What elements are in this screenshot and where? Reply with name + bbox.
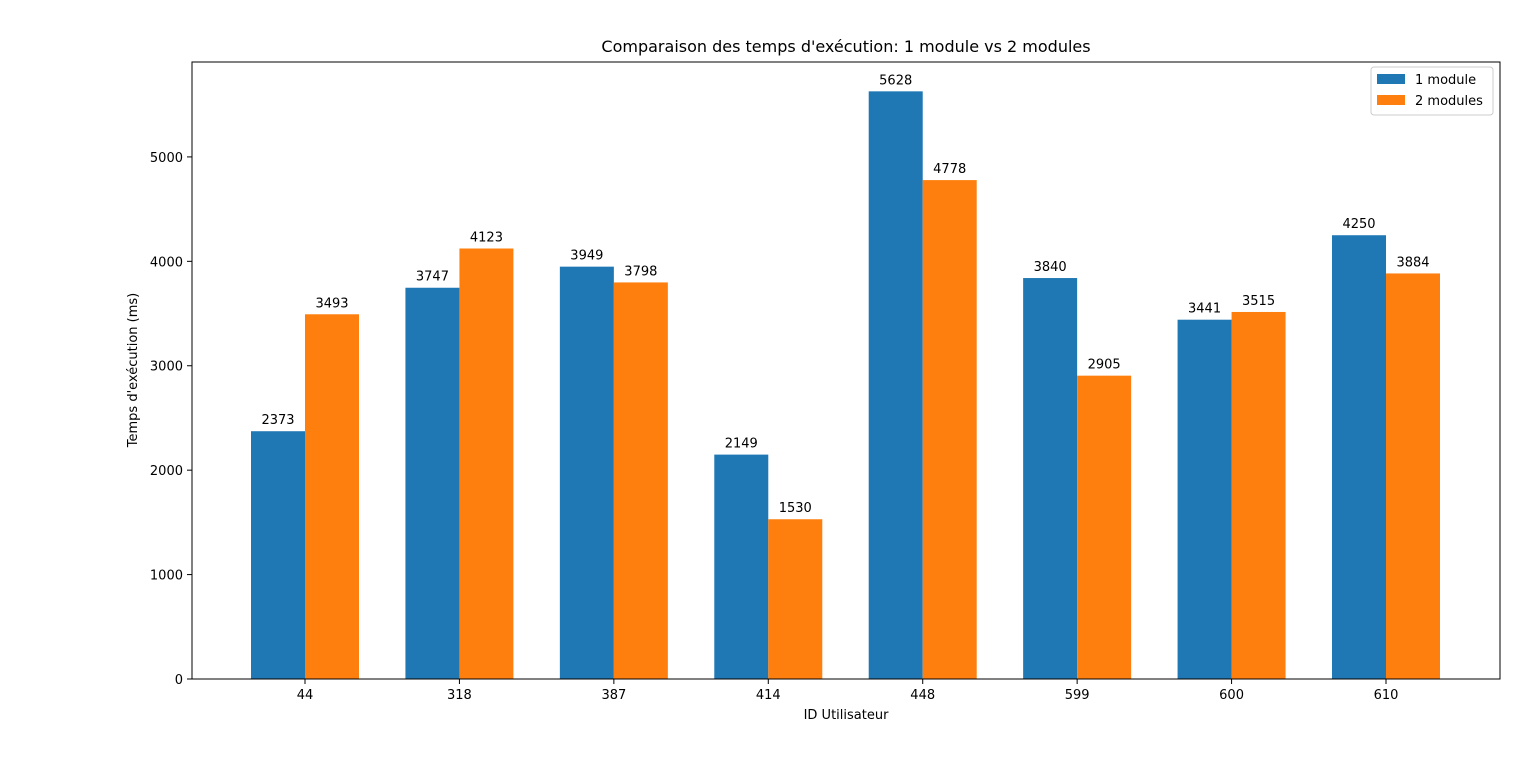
- data-label-2-modules-318: 4123: [470, 230, 503, 245]
- chart-title: Comparaison des temps d'exécution: 1 mod…: [601, 37, 1090, 56]
- data-label-1-module-600: 3441: [1188, 302, 1221, 317]
- bar-1-module-610: [1332, 235, 1386, 679]
- data-label-1-module-387: 3949: [570, 249, 603, 264]
- bar-1-module-600: [1177, 319, 1232, 679]
- bar-1-module-599: [1023, 278, 1078, 679]
- bar-1-module-448: [868, 91, 923, 679]
- x-axis-title: ID Utilisateur: [804, 708, 889, 723]
- y-axis: 0 1000 2000 3000 4000 5000: [150, 151, 192, 688]
- x-tick-label-414: 414: [756, 688, 781, 703]
- bar-1-module-318: [405, 287, 460, 679]
- x-tick-label-44: 44: [297, 688, 314, 703]
- y-tick-label-2000: 2000: [150, 464, 183, 479]
- data-label-2-modules-414: 1530: [779, 501, 812, 516]
- bar-2-modules-44: [305, 314, 359, 679]
- bar-2-modules-600: [1231, 311, 1286, 679]
- x-tick-label-600: 600: [1219, 688, 1244, 703]
- bar-2-modules-448: [922, 180, 977, 679]
- data-label-2-modules-599: 2905: [1088, 358, 1121, 373]
- plot-area-frame: [191, 61, 1501, 680]
- y-tick-label-4000: 4000: [150, 255, 183, 270]
- data-label-1-module-448: 5628: [879, 73, 912, 88]
- legend-label-2-modules: 2 modules: [1415, 94, 1483, 109]
- x-tick-label-318: 318: [447, 688, 472, 703]
- legend-label-1-module: 1 module: [1415, 73, 1476, 88]
- y-tick-label-3000: 3000: [150, 360, 183, 375]
- data-label-1-module-414: 2149: [725, 437, 758, 452]
- data-label-2-modules-610: 3884: [1396, 255, 1429, 270]
- bar-2-modules-610: [1386, 273, 1440, 679]
- bar-2-modules-414: [768, 519, 823, 679]
- legend-swatch-2-modules: [1377, 95, 1405, 105]
- x-tick-label-599: 599: [1065, 688, 1090, 703]
- bars-layer: [251, 91, 1440, 679]
- data-label-2-modules-387: 3798: [624, 264, 657, 279]
- data-label-2-modules-448: 4778: [933, 162, 966, 177]
- bar-2-modules-599: [1077, 375, 1132, 679]
- legend-swatch-1-module: [1377, 74, 1405, 84]
- y-axis-title: Temps d'exécution (ms): [126, 293, 141, 448]
- y-tick-label-1000: 1000: [150, 569, 183, 584]
- x-axis: 44 318 387 414 448 599 600 610: [297, 679, 1399, 703]
- data-label-1-module-599: 3840: [1034, 260, 1067, 275]
- bar-2-modules-387: [613, 282, 668, 679]
- legend: 1 module 2 modules: [1370, 66, 1494, 116]
- y-tick-label-0: 0: [175, 673, 183, 688]
- data-label-1-module-44: 2373: [261, 413, 294, 428]
- bar-2-modules-318: [459, 248, 514, 679]
- bar-1-module-44: [251, 431, 305, 679]
- data-labels-layer: 2373 3493 3747 4123 3949 3798 2149 1530 5628 4778…: [261, 73, 1429, 516]
- bar-1-module-414: [714, 454, 769, 679]
- x-tick-label-448: 448: [910, 688, 935, 703]
- data-label-2-modules-44: 3493: [315, 296, 348, 311]
- x-tick-label-387: 387: [601, 688, 626, 703]
- data-label-2-modules-600: 3515: [1242, 294, 1275, 309]
- data-label-1-module-318: 3747: [416, 270, 449, 285]
- bar-1-module-387: [559, 266, 614, 679]
- y-tick-label-5000: 5000: [150, 151, 183, 166]
- data-label-1-module-610: 4250: [1342, 217, 1375, 232]
- x-tick-label-610: 610: [1374, 688, 1399, 703]
